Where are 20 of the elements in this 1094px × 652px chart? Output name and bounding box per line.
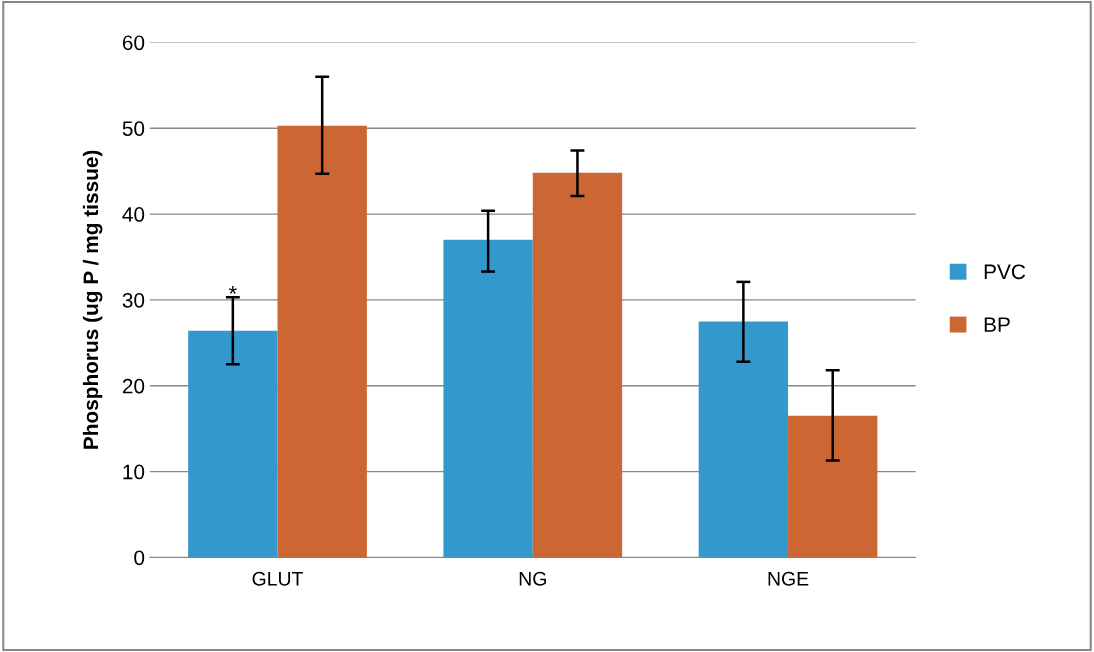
bar (443, 239, 533, 558)
annotation: * (228, 286, 237, 294)
legend-label: PVC (984, 264, 1026, 280)
y-tick-label: 40 (122, 207, 145, 222)
bar (188, 330, 278, 558)
y-tick-label: 0 (134, 550, 145, 566)
y-tick-label: 50 (122, 121, 145, 136)
y-tick-label: 30 (122, 292, 145, 308)
y-tick-label: 60 (122, 35, 145, 51)
x-tick-label: GLUT (252, 571, 303, 586)
bar (277, 125, 367, 558)
bar (532, 172, 623, 558)
bar (698, 321, 789, 558)
y-tick-label: 20 (122, 378, 145, 394)
x-tick-label: NG (519, 571, 546, 586)
legend-label: BP (984, 317, 1010, 332)
x-tick-label: NGE (768, 571, 809, 586)
bar (788, 415, 878, 558)
y-tick-label: 10 (123, 464, 145, 480)
y-axis-title: Phosphorus (ug P / mg tissue) (82, 150, 103, 449)
